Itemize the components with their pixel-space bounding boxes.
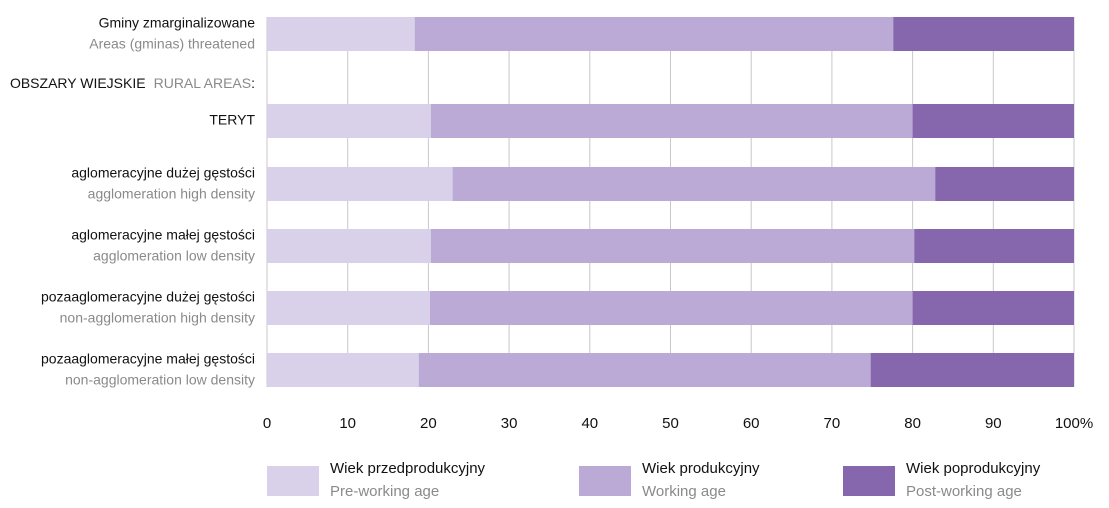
bar-segment (893, 17, 1074, 51)
bar-segment (418, 353, 871, 387)
bar-segment (914, 229, 1074, 263)
legend-swatch (579, 466, 631, 496)
bar-segment (267, 291, 431, 325)
x-tick-label: 100% (1055, 415, 1093, 432)
legend-label: Wiek produkcyjny (642, 460, 760, 477)
legend-label: Wiek poprodukcyjny (906, 460, 1041, 477)
legend-label-en: Pre-working age (330, 483, 439, 500)
bar-segment (452, 167, 936, 201)
group-label: OBSZARY WIEJSKIE RURAL AREAS: (10, 75, 255, 91)
x-tick-label: 10 (339, 415, 356, 432)
bar-segment (430, 229, 915, 263)
group-label-suffix: : (251, 75, 255, 91)
category-label: aglomeracyjne małej gęstości (71, 227, 255, 243)
x-tick-label: 70 (824, 415, 841, 432)
x-tick-label: 50 (662, 415, 679, 432)
group-label-pl: OBSZARY WIEJSKIE (10, 75, 146, 91)
bar-segment (267, 229, 431, 263)
x-tick-label: 80 (904, 415, 921, 432)
bar-segment (414, 17, 894, 51)
x-tick-label: 40 (581, 415, 598, 432)
x-tick-label: 30 (501, 415, 518, 432)
category-label: pozaaglomeracyjne dużej gęstości (41, 289, 255, 305)
bar-segment (935, 167, 1074, 201)
x-tick-label: 60 (743, 415, 760, 432)
bar-segment (870, 353, 1074, 387)
group-label-en: RURAL AREAS (154, 75, 252, 91)
x-tick-label: 90 (985, 415, 1002, 432)
bar-segment (267, 17, 415, 51)
category-label: Gminy zmarginalizowane (99, 15, 256, 31)
x-tick-label: 0 (263, 415, 271, 432)
category-label-en: Areas (gminas) threatened (89, 36, 255, 52)
category-label-en: non-agglomeration low density (65, 372, 255, 388)
bar-segment (912, 291, 1074, 325)
category-label: TERYT (209, 112, 255, 128)
bar-segment (267, 104, 431, 138)
bar-segment (430, 291, 913, 325)
bar-segment (267, 353, 419, 387)
x-tick-label: 20 (420, 415, 437, 432)
legend-label: Wiek przedprodukcyjny (330, 460, 486, 477)
legend-label-en: Post-working age (906, 483, 1022, 500)
bar-segment (267, 167, 453, 201)
legend-label-en: Working age (642, 483, 726, 500)
category-label: pozaaglomeracyjne małej gęstości (41, 351, 255, 367)
legend-swatch (267, 466, 319, 496)
bar-segment (430, 104, 913, 138)
legend-swatch (843, 466, 895, 496)
category-label: aglomeracyjne dużej gęstości (71, 165, 255, 181)
category-label-en: non-agglomeration high density (60, 310, 255, 326)
bar-segment (912, 104, 1074, 138)
category-label-en: agglomeration high density (88, 186, 255, 202)
category-label-en: agglomeration low density (93, 248, 255, 264)
